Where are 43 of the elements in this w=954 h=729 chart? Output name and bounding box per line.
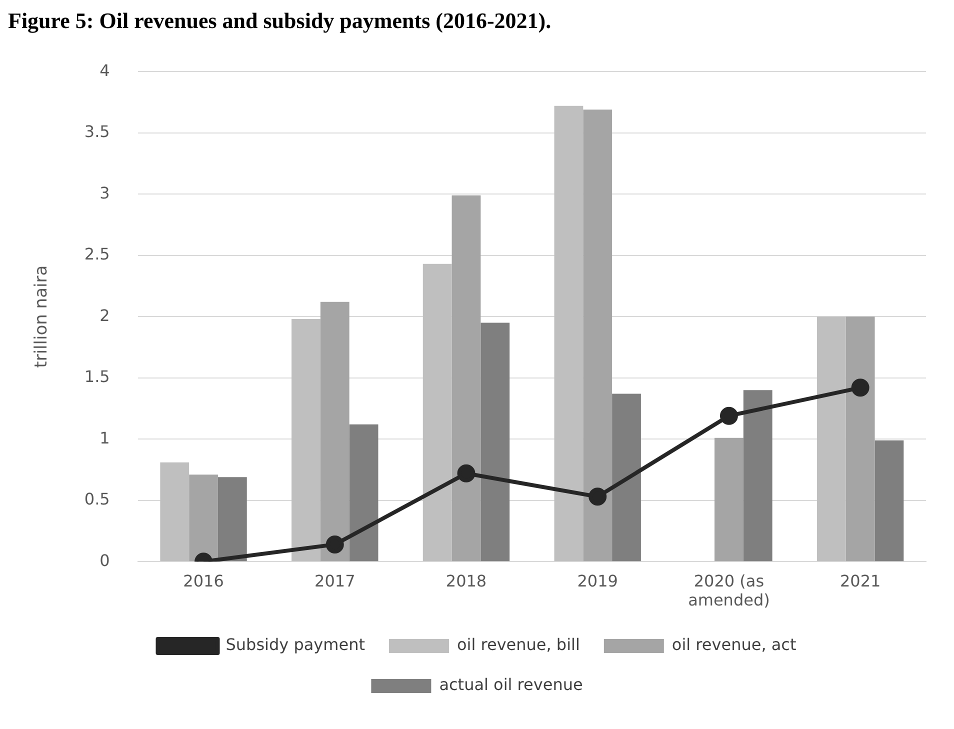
y-tick-label: 1.5 xyxy=(84,367,110,386)
chart-title: Figure 5: Oil revenues and subsidy payments (2016-2021). xyxy=(8,8,552,34)
bar xyxy=(480,322,510,562)
bar xyxy=(189,474,218,562)
legend-label: oil revenue, bill xyxy=(456,635,580,654)
y-tick-label: 2 xyxy=(100,306,110,325)
legend-label: oil revenue, act xyxy=(672,635,796,654)
bar xyxy=(320,302,350,562)
point xyxy=(326,535,344,554)
x-tick-label: 2019 xyxy=(577,571,618,590)
point xyxy=(588,488,607,506)
x-tick-label: 2017 xyxy=(314,571,356,590)
y-tick-label: 0 xyxy=(100,550,110,570)
point xyxy=(457,464,476,482)
y-tick-label: 2.5 xyxy=(84,244,110,264)
y-tick-label: 3 xyxy=(100,183,110,202)
bar xyxy=(349,424,378,562)
bar xyxy=(714,438,744,562)
y-tick-label: 1 xyxy=(100,428,110,448)
legend-label: actual oil revenue xyxy=(439,675,583,694)
bar xyxy=(743,390,772,562)
y-tick-label: 3.5 xyxy=(84,122,110,142)
bar xyxy=(160,462,190,562)
bar xyxy=(422,264,452,562)
point xyxy=(720,406,738,425)
bar xyxy=(874,440,904,562)
bar xyxy=(554,106,584,562)
x-tick-label: 2018 xyxy=(446,571,487,590)
x-tick-label: 2020 (as amended) xyxy=(688,571,770,610)
x-tick-label: 2016 xyxy=(183,571,224,590)
y-tick-label: 0.5 xyxy=(84,490,110,509)
bar xyxy=(292,319,320,562)
bar xyxy=(816,316,846,562)
point xyxy=(851,378,870,397)
bar xyxy=(452,195,481,562)
y-axis-title: trillion naira xyxy=(32,265,52,368)
bar xyxy=(583,110,612,562)
bar xyxy=(218,477,247,562)
legend-label: Subsidy payment xyxy=(226,635,365,654)
bar xyxy=(612,394,641,562)
bar xyxy=(846,316,875,562)
x-tick-label: 2021 xyxy=(840,571,881,590)
y-tick-label: 4 xyxy=(100,60,110,80)
